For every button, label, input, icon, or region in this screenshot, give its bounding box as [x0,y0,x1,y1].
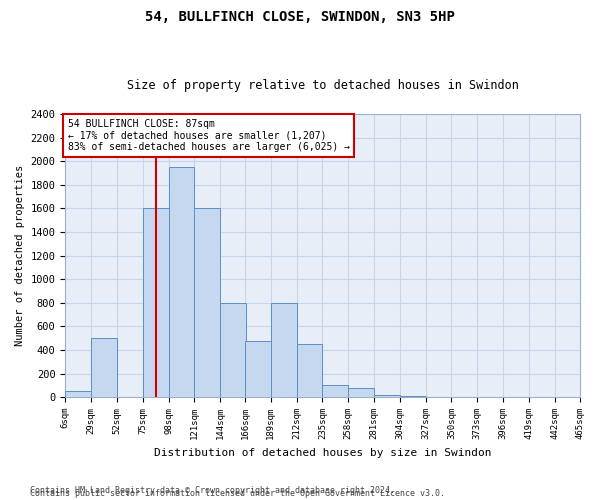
Bar [91,338,117,397]
Bar [169,167,194,397]
Bar [322,386,348,397]
Y-axis label: Number of detached properties: Number of detached properties [15,165,25,346]
Text: Contains HM Land Registry data © Crown copyright and database right 2024.: Contains HM Land Registry data © Crown c… [30,486,395,495]
X-axis label: Distribution of detached houses by size in Swindon: Distribution of detached houses by size … [154,448,491,458]
Title: Size of property relative to detached houses in Swindon: Size of property relative to detached ho… [127,79,519,92]
Text: 54 BULLFINCH CLOSE: 87sqm
← 17% of detached houses are smaller (1,207)
83% of se: 54 BULLFINCH CLOSE: 87sqm ← 17% of detac… [68,118,350,152]
Bar [400,396,425,397]
Bar [65,392,91,397]
Bar [143,208,169,397]
Text: 54, BULLFINCH CLOSE, SWINDON, SN3 5HP: 54, BULLFINCH CLOSE, SWINDON, SN3 5HP [145,10,455,24]
Bar [374,395,400,397]
Bar [220,303,246,397]
Bar [271,303,296,397]
Bar [296,344,322,397]
Bar [348,388,374,397]
Text: Contains public sector information licensed under the Open Government Licence v3: Contains public sector information licen… [30,488,445,498]
Bar [194,208,220,397]
Bar [245,340,271,397]
